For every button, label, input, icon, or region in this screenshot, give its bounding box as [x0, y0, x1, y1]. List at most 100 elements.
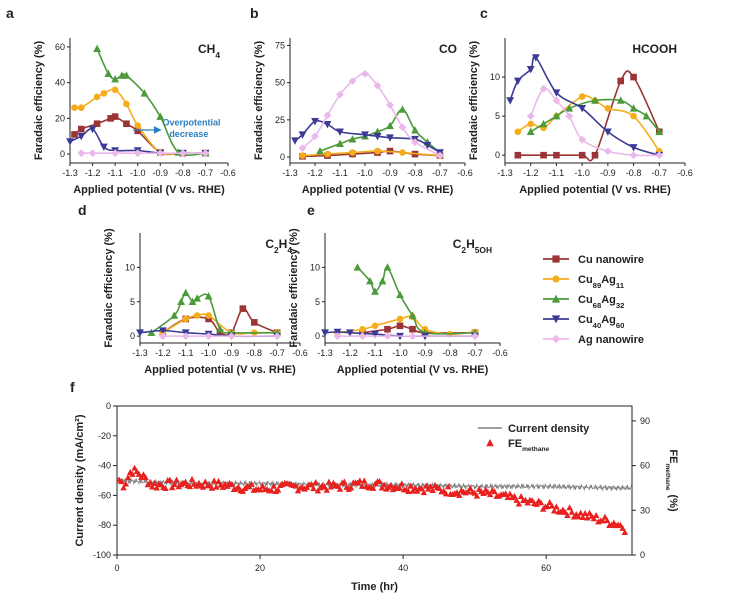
data-point: [358, 332, 367, 341]
fe-methane-point: [504, 494, 512, 501]
series-line: [517, 70, 661, 162]
fe-methane-point: [619, 524, 626, 531]
fe-methane-point: [129, 470, 136, 477]
x-tick-label: -1.2: [85, 168, 101, 178]
fe-methane-point: [546, 498, 553, 505]
fe-methane-point: [149, 483, 156, 490]
legend-label-part: Ag: [601, 314, 616, 326]
data-point: [604, 105, 612, 112]
panel-title-part: 5OH: [475, 245, 492, 255]
fe-methane-point: [361, 477, 368, 484]
panel-label: a: [6, 5, 14, 21]
x-axis-label: Applied potential (V vs. RHE): [302, 184, 454, 196]
data-point: [111, 74, 120, 83]
data-point: [578, 135, 587, 144]
data-point: [552, 89, 561, 97]
x-tick-label: -1.3: [282, 168, 298, 178]
legend-label-part: Cu: [578, 294, 593, 306]
fe-methane-point: [502, 490, 509, 497]
data-point: [398, 105, 407, 113]
data-point: [178, 149, 187, 158]
data-point: [204, 292, 213, 300]
fe-methane-point: [199, 483, 207, 490]
legend-label-part: 32: [616, 301, 625, 310]
data-point: [630, 73, 637, 81]
panel-title-part: 2: [461, 245, 466, 255]
fe-methane-point: [228, 481, 235, 488]
fe-methane-point: [506, 490, 514, 497]
fe-methane-point: [323, 486, 330, 493]
data-point: [408, 332, 417, 341]
y-tick-label: 40: [55, 78, 65, 88]
fe-methane-point: [584, 514, 591, 521]
data-point: [371, 287, 379, 295]
data-point: [140, 89, 149, 97]
fe-methane-point: [327, 483, 335, 490]
data-point: [359, 325, 366, 333]
data-point: [526, 127, 535, 136]
x-tick-label: -0.9: [224, 348, 240, 358]
data-point: [591, 151, 599, 159]
fe-methane-point: [310, 485, 317, 492]
data-point: [399, 149, 406, 156]
x-tick-label: -0.8: [442, 348, 458, 358]
y-tick-label: 5: [315, 297, 320, 307]
data-point: [386, 134, 394, 142]
data-point: [398, 123, 407, 132]
data-point: [216, 325, 224, 333]
panel-title-part: CO: [439, 42, 457, 56]
legend-fe-base: FE: [508, 438, 522, 450]
fe-methane-point: [396, 484, 403, 491]
panel-title-part: CH: [198, 42, 215, 56]
data-point: [386, 101, 394, 109]
fe-methane-point: [171, 481, 178, 488]
y2-label-unit: (%): [667, 495, 679, 512]
series-line: [301, 72, 441, 157]
annotation-line2: decrease: [169, 129, 208, 139]
fe-methane-point: [188, 475, 196, 482]
legend-label-part: 89: [593, 281, 602, 290]
data-point: [298, 131, 307, 139]
data-point: [299, 152, 306, 159]
data-point: [642, 112, 651, 120]
data-point: [526, 65, 535, 74]
x-axis-label: Time (hr): [351, 581, 398, 593]
legend-label-part: 11: [616, 281, 625, 290]
panels-layer: a-1.3 -1.2 -1.1 -1.0 -0.9 -0.8 -0.7 -0.60204060…: [6, 5, 693, 593]
panel-label: f: [70, 379, 75, 395]
data-point: [93, 44, 101, 53]
data-point: [373, 132, 382, 141]
data-point: [371, 330, 379, 339]
panel-title-part: C: [453, 237, 462, 251]
y-axis-label: Faradaic efficiency (%): [253, 41, 265, 161]
fe-methane-point: [398, 480, 406, 487]
y-tick-label: -60: [98, 490, 111, 500]
x-tick-label: -0.8: [175, 168, 191, 178]
data-point: [655, 127, 664, 136]
fe-methane-point: [405, 487, 412, 494]
y-tick-label: 75: [275, 40, 285, 50]
data-point: [348, 135, 357, 143]
data-point: [193, 312, 201, 319]
data-point: [205, 315, 212, 323]
legend-marker: [551, 294, 561, 303]
fe-methane-point: [420, 489, 428, 496]
data-point: [298, 144, 307, 153]
panel-title: CH4: [198, 42, 220, 60]
data-point: [617, 77, 625, 85]
fe-methane-point: [517, 492, 525, 499]
panel-label: e: [307, 202, 315, 218]
data-point: [527, 120, 535, 128]
data-point: [216, 329, 224, 336]
x-tick-label: -0.9: [153, 168, 169, 178]
y-axis-label: Current density (mA/cm²): [74, 414, 86, 546]
series-line: [96, 48, 206, 157]
data-point: [71, 131, 78, 138]
fe-methane-point: [548, 502, 556, 509]
data-point: [616, 96, 625, 104]
data-point: [578, 151, 586, 159]
fe-methane-point: [436, 484, 443, 491]
